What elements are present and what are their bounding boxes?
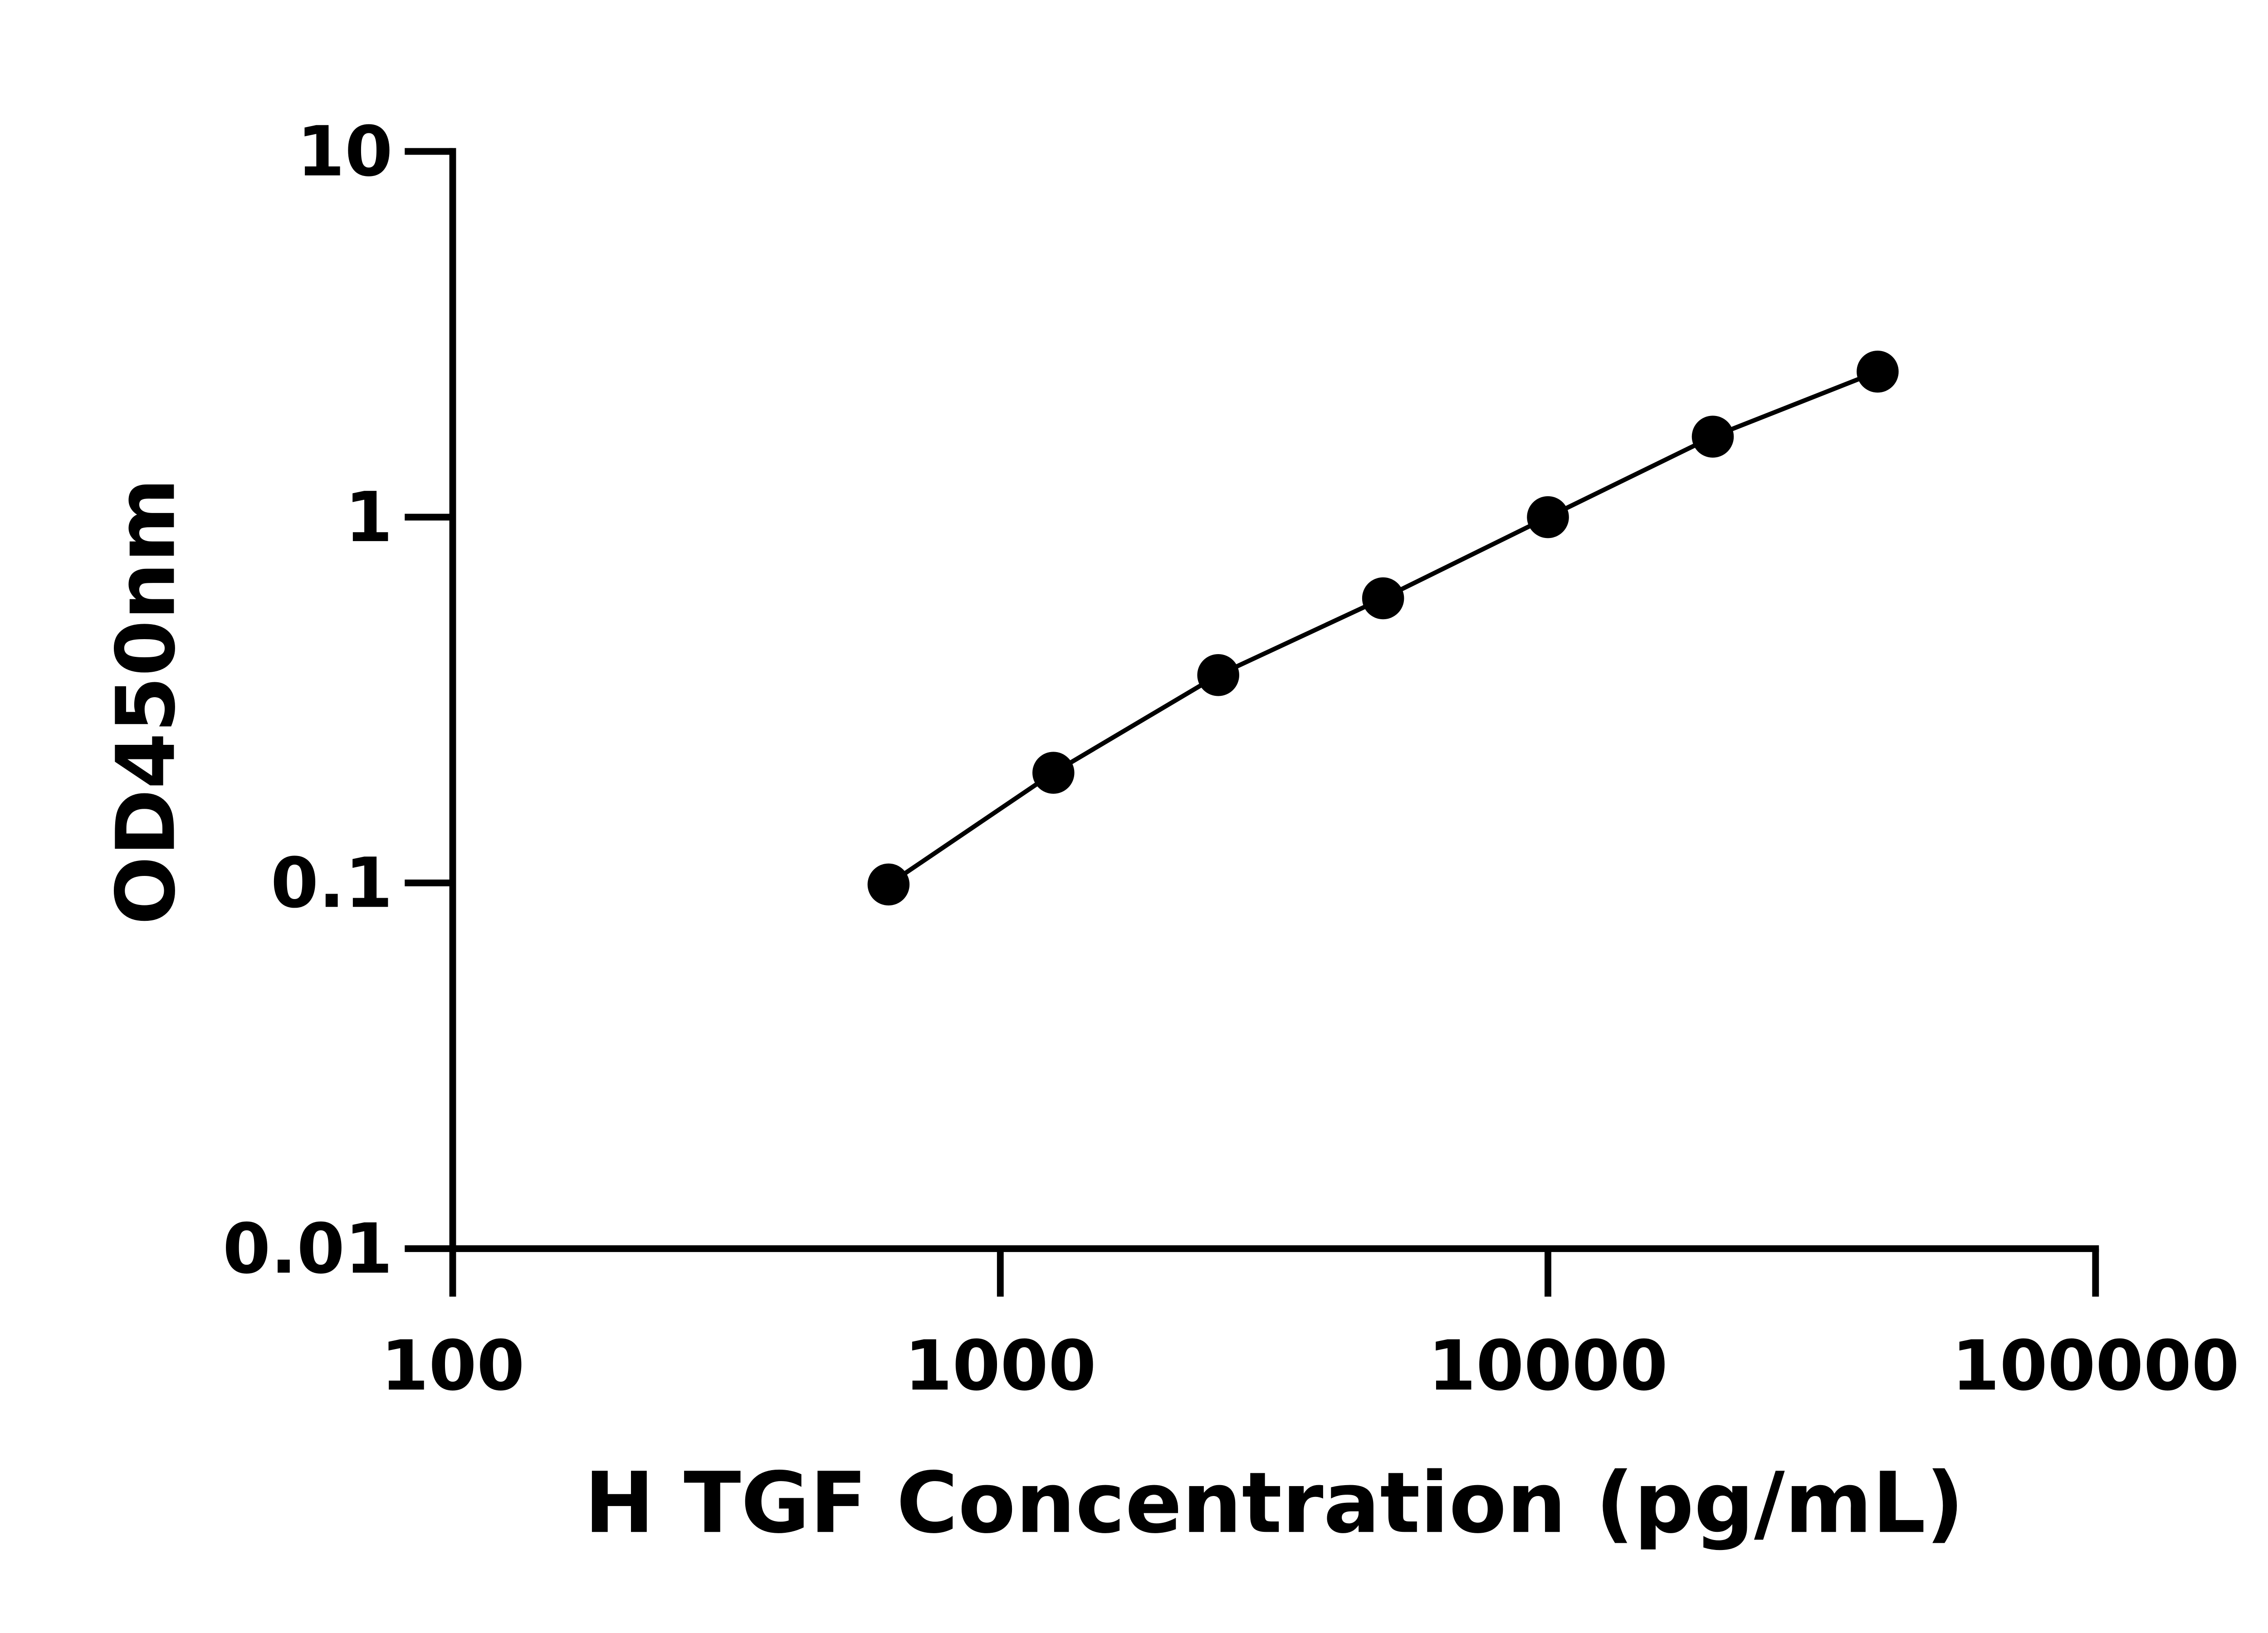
y-tick-label: 10 (297, 112, 393, 192)
data-point (1691, 416, 1734, 458)
data-point (867, 863, 910, 906)
y-tick-label: 1 (345, 477, 393, 557)
x-tick-label: 100000 (1952, 1325, 2240, 1406)
x-axis-label: H TGF Concentration (pg/mL) (584, 1454, 1964, 1552)
data-point (1857, 350, 1899, 393)
y-tick-label: 0.01 (223, 1209, 393, 1289)
data-point (1197, 654, 1239, 696)
x-tick-label: 1000 (904, 1325, 1096, 1406)
x-tick-label: 100 (381, 1325, 524, 1406)
data-point (1032, 752, 1075, 794)
y-tick-label: 0.1 (271, 843, 393, 923)
x-tick-label: 10000 (1428, 1325, 1668, 1406)
data-point (1362, 577, 1404, 620)
data-point (1527, 496, 1569, 538)
y-axis-label: OD450nm (99, 478, 193, 925)
